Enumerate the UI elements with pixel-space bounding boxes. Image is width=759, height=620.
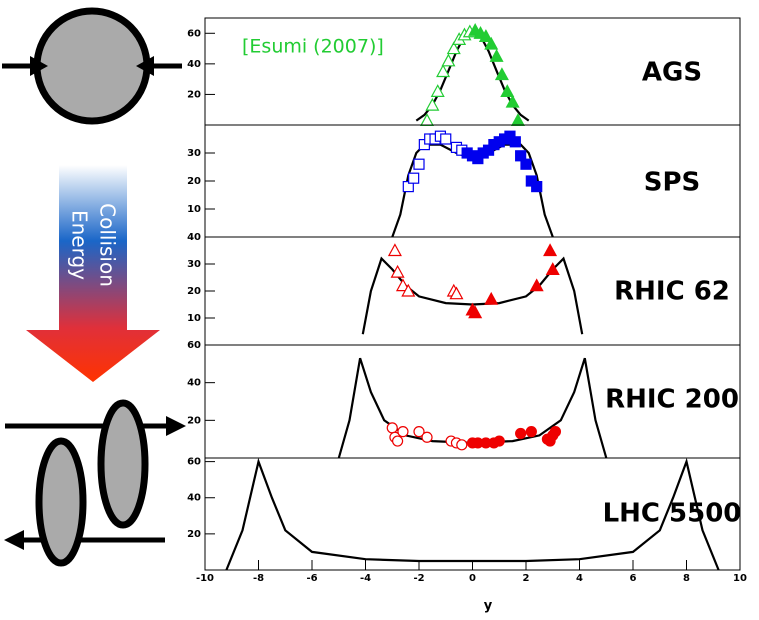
x-tick-label: 10 bbox=[733, 573, 747, 584]
data-point bbox=[421, 431, 433, 443]
data-point bbox=[446, 41, 461, 55]
data-point bbox=[478, 29, 493, 42]
x-tick-label: 6 bbox=[630, 573, 637, 584]
arrow-head bbox=[136, 56, 154, 76]
x-tick-label: -2 bbox=[413, 573, 424, 584]
data-point bbox=[436, 64, 451, 78]
panel-title: RHIC 62 bbox=[614, 277, 730, 307]
arrow-head bbox=[4, 530, 24, 550]
panel: 10 20 30 40 RHIC 62 bbox=[187, 232, 741, 346]
data-point bbox=[531, 181, 543, 193]
data-point bbox=[543, 243, 558, 257]
data-point bbox=[441, 53, 456, 67]
y-tick-label: 10 bbox=[187, 313, 201, 324]
data-point bbox=[529, 278, 544, 292]
data-point bbox=[413, 158, 425, 170]
x-tick-label: 4 bbox=[576, 573, 583, 584]
panel: 20 40 60 AGS [Esumi (2007)] bbox=[187, 17, 741, 127]
data-point bbox=[525, 426, 537, 438]
panel-title: LHC 5500 bbox=[603, 499, 742, 529]
data-point bbox=[505, 94, 520, 108]
data-point bbox=[387, 243, 402, 257]
data-point bbox=[484, 291, 499, 305]
y-tick-label: 40 bbox=[187, 232, 201, 243]
data-point bbox=[413, 426, 425, 438]
y-tick-label: 10 bbox=[187, 204, 201, 215]
y-tick-label: 20 bbox=[187, 286, 201, 297]
illustration: Collision Energy bbox=[2, 7, 186, 567]
data-point bbox=[515, 427, 527, 440]
energy-arrow bbox=[26, 165, 160, 382]
x-tick-label: 2 bbox=[523, 573, 530, 584]
data-point bbox=[484, 36, 499, 50]
data-point bbox=[397, 426, 409, 438]
y-tick-label: 20 bbox=[187, 89, 201, 100]
x-tick-label: 8 bbox=[683, 573, 690, 584]
data-point bbox=[545, 262, 560, 275]
y-tick-label: 60 bbox=[187, 28, 201, 39]
y-tick-label: 60 bbox=[187, 340, 201, 351]
panel-title: SPS bbox=[644, 168, 701, 198]
arrow-head bbox=[30, 56, 48, 76]
label-line: Energy bbox=[68, 210, 92, 280]
data-point bbox=[440, 133, 452, 145]
x-tick-label: 0 bbox=[469, 573, 476, 584]
data-point bbox=[395, 278, 410, 292]
y-tick-label: 20 bbox=[187, 176, 201, 187]
y-tick-label: 40 bbox=[187, 59, 201, 70]
panel-title: AGS bbox=[642, 58, 702, 88]
data-point bbox=[390, 264, 405, 278]
x-tick-label: -4 bbox=[360, 573, 371, 584]
label-line: Collision bbox=[96, 203, 120, 287]
arrow-head bbox=[166, 416, 186, 436]
data-point bbox=[401, 283, 416, 297]
nucleus bbox=[35, 437, 87, 567]
data-point bbox=[500, 84, 515, 97]
x-tick-label: -10 bbox=[196, 573, 214, 584]
data-point bbox=[425, 97, 440, 111]
x-tick-label: -8 bbox=[253, 573, 264, 584]
data-point bbox=[520, 158, 532, 170]
model-curve bbox=[225, 457, 720, 571]
y-tick-label: 30 bbox=[187, 259, 201, 270]
y-tick-label: 30 bbox=[187, 148, 201, 159]
data-point bbox=[549, 426, 562, 438]
data-point bbox=[386, 422, 398, 434]
data-point bbox=[456, 439, 468, 451]
y-tick-label: 40 bbox=[187, 493, 201, 504]
data-point bbox=[468, 305, 483, 319]
annotation: [Esumi (2007)] bbox=[242, 36, 384, 58]
data-point bbox=[408, 172, 420, 184]
nucleus bbox=[97, 399, 149, 529]
data-point bbox=[509, 136, 521, 148]
data-point bbox=[493, 435, 505, 447]
panel: 20 40 60 RHIC 200 bbox=[187, 340, 741, 459]
nucleus bbox=[33, 7, 151, 125]
data-point bbox=[392, 435, 404, 447]
panel: 20 40 60 -10 -8 -6 -4 -2 0 2 4 6 8 10 y LHC 5500 bbox=[187, 457, 747, 614]
y-tick-label: 20 bbox=[187, 415, 201, 426]
data-point bbox=[489, 48, 504, 62]
x-tick-label: -6 bbox=[306, 573, 317, 584]
y-tick-label: 60 bbox=[187, 457, 201, 468]
data-point bbox=[430, 84, 445, 97]
data-point bbox=[449, 286, 464, 300]
y-tick-label: 40 bbox=[187, 378, 201, 389]
panel: 10 20 30 SPS bbox=[187, 124, 741, 238]
y-tick-label: 20 bbox=[187, 529, 201, 540]
x-axis-label: y bbox=[484, 599, 493, 614]
data-point bbox=[494, 67, 509, 81]
panel-title: RHIC 200 bbox=[605, 385, 739, 415]
energy-label: Collision Energy bbox=[68, 203, 120, 287]
